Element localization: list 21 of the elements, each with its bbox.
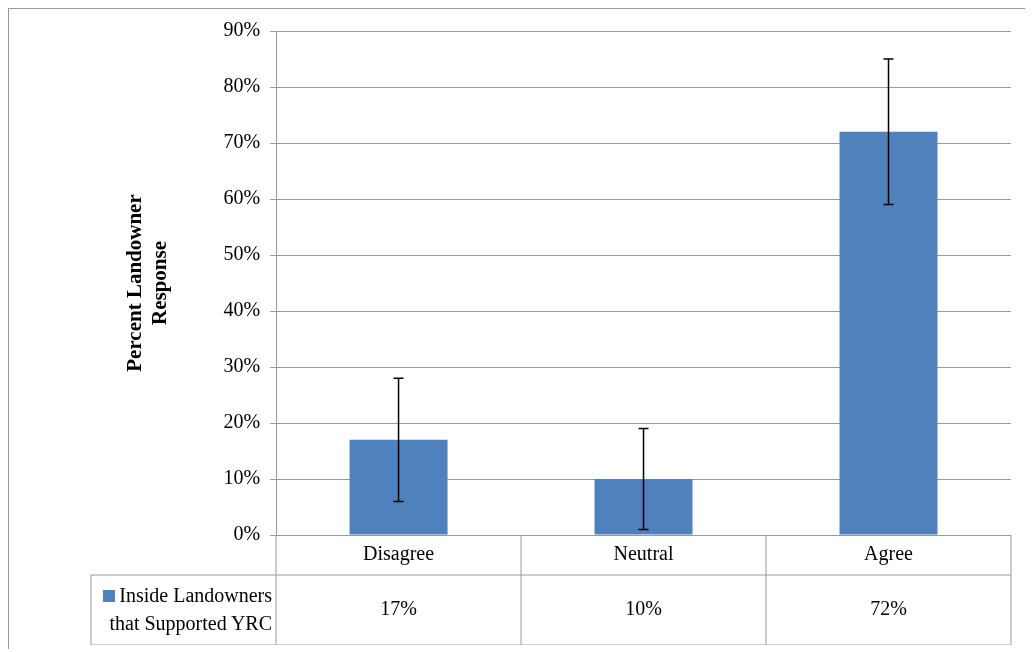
y-tick-label: 90% xyxy=(223,18,261,41)
bar xyxy=(594,479,693,535)
data-label: 72% xyxy=(870,597,907,620)
y-tick-label: 20% xyxy=(223,410,261,433)
y-tick-label: 50% xyxy=(223,242,261,265)
y-tick-label: 0% xyxy=(233,522,261,545)
y-tick-label: 80% xyxy=(223,74,261,97)
bar xyxy=(839,131,938,535)
y-tick-label: 70% xyxy=(223,130,261,153)
x-tick-label: Neutral xyxy=(613,542,674,565)
data-label: 17% xyxy=(380,597,417,620)
y-tick-label: 60% xyxy=(223,186,261,209)
legend-label: Inside Landowners that Supported YRC xyxy=(109,584,273,634)
x-tick-label: Agree xyxy=(864,542,914,566)
y-tick-label: 10% xyxy=(223,466,261,489)
y-tick-label: 40% xyxy=(223,298,261,321)
y-tick-label: 30% xyxy=(223,354,261,377)
bar xyxy=(349,439,448,535)
x-tick-label: Disagree xyxy=(363,542,435,566)
data-label: 10% xyxy=(625,597,662,620)
y-axis-title: Percent Landowner Response xyxy=(122,194,172,372)
